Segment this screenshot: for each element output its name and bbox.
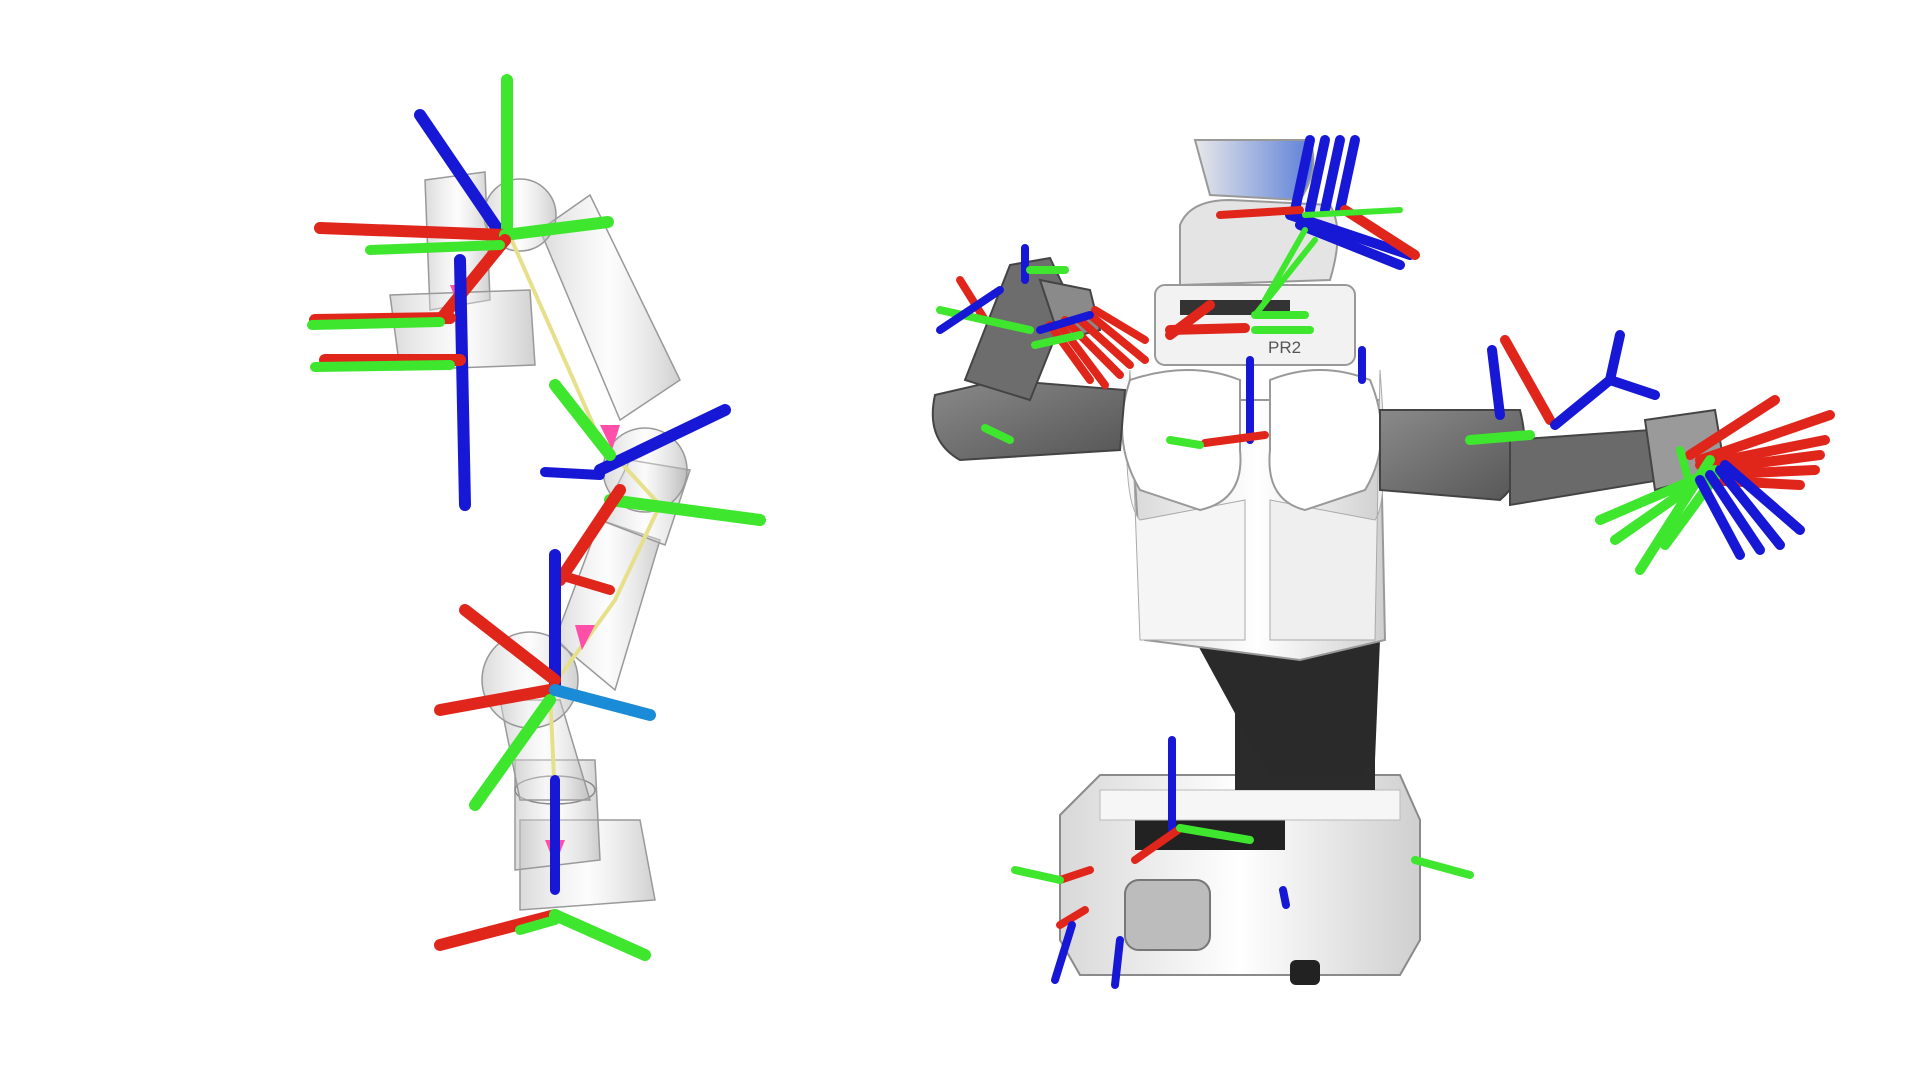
frame-axis-z (594, 404, 731, 476)
frame-axis-z (1036, 311, 1094, 334)
pr2-wheel (1290, 960, 1320, 985)
frame-axis-x (1076, 316, 1134, 369)
frame-axis-y (549, 909, 651, 961)
frame-axis-z (1295, 220, 1405, 270)
pr2-right-forearm (1509, 428, 1662, 507)
frame-axis-x (1131, 826, 1182, 864)
frame-axis-x (1695, 410, 1835, 465)
frame-axis-x (1340, 205, 1420, 260)
frame-axis-y (936, 306, 1034, 334)
frame-axis-x (956, 276, 989, 324)
frame-axis-z (1279, 886, 1290, 909)
frame-axis-z (414, 109, 511, 246)
frame-axis-x (1201, 431, 1269, 447)
frame-axis-y (1252, 237, 1318, 318)
pr2-right-upper-arm (1379, 409, 1526, 502)
frame-axis-z (549, 684, 656, 721)
frame-axis-z (540, 467, 605, 480)
chain-arrow (600, 425, 620, 450)
arm-link-5 (539, 193, 681, 422)
frame-axis-z (1705, 470, 1765, 555)
frame-axis-z (1715, 465, 1785, 550)
frame-axis-y (515, 915, 560, 935)
frame-axis-x (1165, 323, 1250, 335)
robot-arm (389, 171, 691, 911)
frame-axis-x (1685, 395, 1780, 460)
frame-axis-y (1176, 824, 1254, 844)
frame-axis-x (459, 604, 561, 686)
frame-axis-z (1720, 460, 1805, 535)
frame-axis-z (1320, 135, 1345, 215)
frame-axis-z (1285, 210, 1415, 260)
frame-axis-x (1056, 866, 1094, 884)
frame-axis-x (554, 484, 626, 586)
frame-axis-z (1111, 936, 1124, 989)
frame-axis-x (314, 222, 511, 241)
frame-axis-x (1086, 311, 1149, 364)
frame-axis-y (1465, 430, 1535, 445)
frame-axis-y (365, 240, 505, 255)
frame-axis-x (1216, 206, 1304, 219)
frame-axis-x (434, 684, 556, 716)
frame-axis-x (1695, 435, 1830, 470)
frame-axis-y (307, 317, 445, 330)
frame-axis-x (1091, 306, 1149, 344)
pr2-base-top-plate (1099, 789, 1401, 821)
frame-axis-y (310, 360, 455, 372)
frame-axis-x (434, 234, 511, 326)
frame-axis-y (604, 494, 766, 526)
frame-axis-z (1305, 135, 1330, 215)
frame-axis-z (1335, 135, 1360, 215)
frame-axis-y (1166, 436, 1204, 449)
frame-axis-x (1046, 321, 1094, 384)
pr2-label: PR2 (1268, 338, 1301, 357)
pr2-left-upper-arm (931, 378, 1127, 462)
frame-axis-y (549, 379, 616, 461)
frame-axis-y (981, 424, 1014, 444)
frame-axis-y (499, 216, 614, 241)
frame-axis-y (469, 694, 556, 811)
frame-axis-z (1290, 135, 1315, 215)
chain-arrow (575, 625, 595, 650)
frame-axis-y (1302, 207, 1403, 218)
frame-axis-z (1695, 475, 1745, 560)
pr2-base-vent (1124, 879, 1211, 951)
frame-axis-x (434, 909, 561, 951)
frame-axis-z (1051, 921, 1076, 984)
pr2-right-shoulder (1268, 369, 1383, 512)
frame-axis-y (1676, 446, 1694, 489)
frame-axis-z (1605, 375, 1660, 400)
frame-axis-z (1605, 330, 1625, 385)
frame-axis-x (1500, 335, 1555, 425)
frame-axis-x (1056, 906, 1089, 929)
frame-axis-x (1061, 316, 1124, 379)
arm-coordinate-frames (307, 74, 766, 961)
frame-axis-y (1011, 866, 1064, 884)
frame-axis-z (454, 254, 471, 511)
frame-axis-y (1262, 227, 1308, 303)
frame-axis-x (555, 570, 615, 595)
frame-axis-z (1487, 345, 1505, 420)
pr2-coordinate-frames (936, 135, 1835, 989)
frame-axis-z (936, 286, 1004, 334)
frame-axis-z (1550, 375, 1615, 430)
frame-axis-y (1411, 856, 1474, 879)
frame-axis-y (1031, 331, 1084, 349)
pr2-spine-column (1195, 640, 1380, 775)
